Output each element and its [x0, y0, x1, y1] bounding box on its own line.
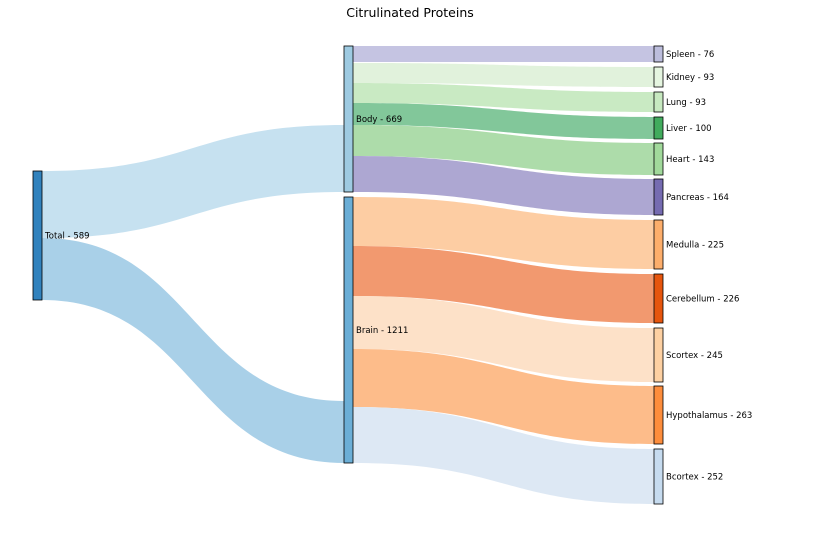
node-label-brain: Brain - 1211 — [356, 326, 408, 336]
link-body-heart — [353, 125, 654, 175]
labels-layer: Total - 589 Body - 669 Brain - 1211 Spleen … — [44, 50, 752, 483]
node-medulla — [653, 219, 664, 270]
node-label-kidney: Kidney - 93 — [666, 73, 714, 83]
node-liver — [653, 116, 664, 140]
node-scortex — [653, 327, 664, 383]
node-label-medulla: Medulla - 225 — [666, 241, 724, 251]
link-brain-scortex — [353, 296, 654, 382]
nodes-layer — [32, 45, 664, 505]
node-body — [343, 45, 354, 193]
node-heart — [653, 142, 664, 176]
node-label-body: Body - 669 — [356, 115, 402, 125]
node-total — [32, 170, 43, 301]
node-spleen — [653, 45, 664, 63]
link-brain-bcortex — [353, 407, 654, 504]
node-kidney — [653, 66, 664, 88]
link-brain-hypothalamus — [353, 349, 654, 444]
node-label-bcortex: Bcortex - 252 — [666, 473, 723, 483]
link-body-pancreas — [353, 156, 654, 215]
link-total-brain — [42, 238, 344, 463]
link-brain-medulla — [353, 197, 654, 269]
node-label-pancreas: Pancreas - 164 — [666, 193, 729, 203]
node-lung — [653, 91, 664, 113]
node-label-lung: Lung - 93 — [666, 98, 706, 108]
link-body-kidney — [353, 63, 654, 87]
link-body-lung — [353, 83, 654, 112]
node-label-hypothalamus: Hypothalamus - 263 — [666, 411, 752, 421]
node-cerebellum — [653, 273, 664, 324]
node-label-total: Total - 589 — [44, 232, 90, 242]
link-total-body — [42, 125, 344, 238]
chart-title: Citrulinated Proteins — [346, 5, 474, 20]
node-pancreas — [653, 178, 664, 216]
node-hypothalamus — [653, 385, 664, 445]
links-layer — [42, 46, 654, 504]
node-label-scortex: Scortex - 245 — [666, 351, 723, 361]
node-label-heart: Heart - 143 — [666, 155, 714, 165]
link-body-liver — [353, 103, 654, 139]
node-bcortex — [653, 448, 664, 505]
node-brain — [343, 196, 354, 464]
node-label-spleen: Spleen - 76 — [666, 50, 714, 60]
node-label-cerebellum: Cerebellum - 226 — [666, 295, 739, 305]
link-brain-cerebellum — [353, 246, 654, 323]
node-label-liver: Liver - 100 — [666, 124, 712, 134]
link-body-spleen — [353, 46, 654, 62]
